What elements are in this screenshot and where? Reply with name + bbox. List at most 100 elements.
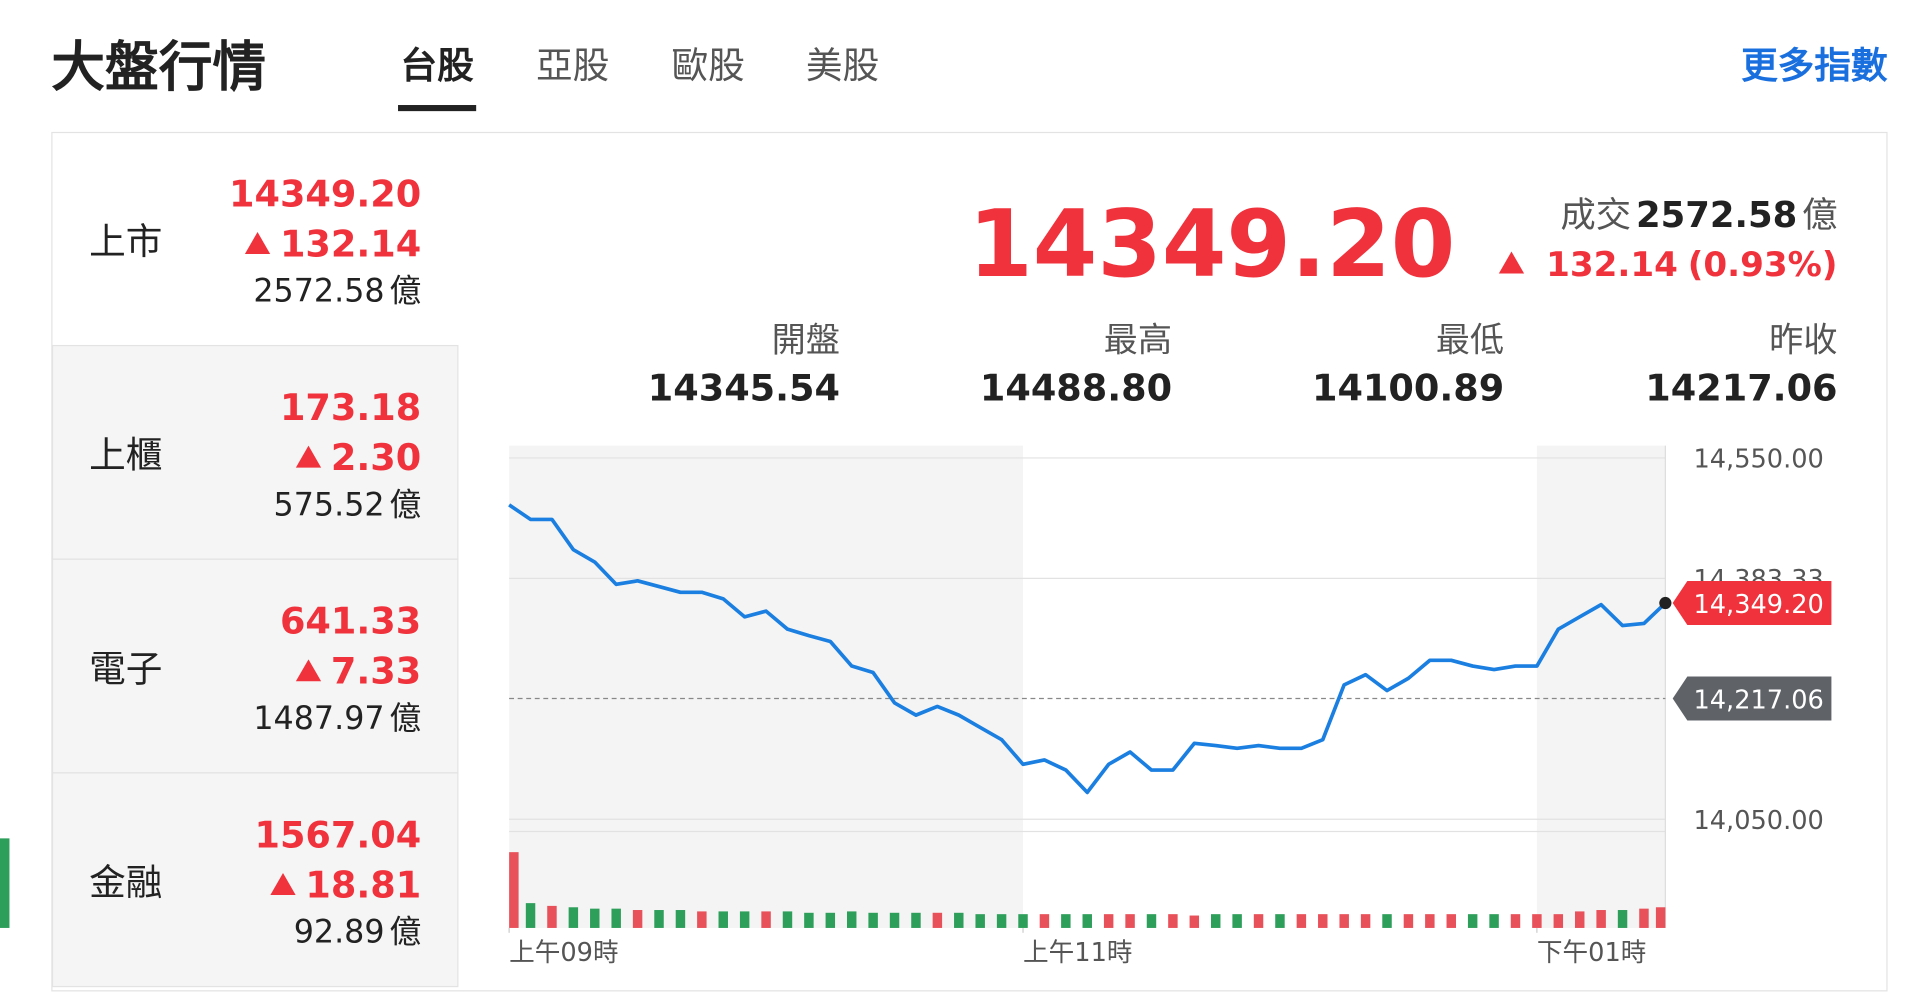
volume-bar [846, 911, 857, 928]
index-name: 上市 [89, 220, 162, 263]
index-name: 電子 [89, 647, 162, 690]
volume-bar [525, 903, 536, 928]
volume-bar [1189, 915, 1200, 928]
volume-bar [1232, 914, 1242, 928]
stat-value: 14345.54 [648, 366, 840, 409]
volume-bar [868, 912, 878, 928]
tab[interactable]: 台股 [400, 44, 474, 87]
change: 132.14 (0.93%) [1546, 245, 1837, 285]
index-item[interactable]: 金融 1567.04 18.81 92.89 億 [51, 772, 459, 988]
volume-bar [804, 912, 814, 928]
volume-bar [739, 911, 750, 928]
volume-bar [1253, 914, 1264, 928]
price-badge [1672, 581, 1832, 626]
volume-bar [782, 911, 793, 928]
price: 14349.20 [968, 190, 1455, 298]
volume-bar [1339, 914, 1349, 928]
index-volume: 92.89 億 [294, 915, 421, 951]
volume-bar [1553, 914, 1564, 928]
volume-bar [1275, 914, 1285, 928]
volume-bar [1146, 914, 1157, 928]
index-item[interactable]: 電子 641.33 7.33 1487.97 億 [51, 558, 459, 774]
change-pct: (0.93%) [1688, 245, 1838, 285]
last-point [1659, 596, 1672, 610]
volume-bar [1125, 914, 1135, 928]
volume-bar [1318, 914, 1328, 928]
turnover-unit: 億 [1802, 195, 1837, 236]
index-change: 2.30 [331, 436, 421, 479]
volume-unit: 億 [389, 487, 421, 523]
volume-bar [1617, 910, 1628, 928]
volume-bar [568, 907, 579, 928]
volume-bar [825, 912, 836, 928]
index-value: 641.33 [280, 600, 421, 643]
tab-underline [398, 105, 477, 112]
volume-bar [1082, 914, 1092, 928]
more-link[interactable]: 更多指數 [1741, 44, 1888, 87]
index-item[interactable]: 上櫃 173.18 2.30 575.52 億 [51, 344, 459, 560]
volume-bar [1425, 914, 1435, 928]
item-bg [51, 772, 459, 988]
turnover-amount: 2572.58 [1636, 195, 1797, 236]
volume-bar [1103, 914, 1114, 928]
change-amount: 132.14 [1546, 245, 1678, 285]
stat-value: 14100.89 [1312, 366, 1504, 409]
volume-bar [611, 908, 621, 928]
index-value: 173.18 [280, 386, 421, 429]
index-volume: 2572.58 億 [253, 274, 421, 310]
volume-amount: 2572.58 [253, 274, 384, 310]
volume-bar [1446, 914, 1456, 928]
volume-bar [1510, 914, 1521, 928]
y-tick-label: 14,550.00 [1693, 445, 1823, 475]
volume-bar [1655, 907, 1666, 928]
tab[interactable]: 歐股 [672, 44, 745, 87]
volume-bar [1403, 914, 1414, 928]
volume-bar [547, 905, 557, 928]
x-tick-label: 上午11時 [1023, 938, 1132, 968]
turnover-label: 成交 [1560, 195, 1631, 236]
stat-value: 14217.06 [1645, 366, 1837, 409]
turnover: 成交 2572.58 億 [1560, 195, 1837, 236]
volume-amount: 92.89 [294, 915, 385, 951]
volume-bar [1360, 914, 1371, 928]
up-arrow [295, 659, 322, 682]
up-arrow [244, 232, 271, 254]
volume-bar [1596, 910, 1606, 928]
volume-bar [975, 914, 985, 928]
volume-unit: 億 [389, 701, 421, 737]
summary: 14349.20 成交 2572.58 億 132.14 (0.93%) 開盤 14345.5… [648, 190, 1838, 410]
price-badge [1672, 676, 1832, 721]
volume-bar [932, 912, 943, 928]
volume-bar [1039, 914, 1050, 928]
volume-bar [1382, 914, 1392, 928]
index-change: 18.81 [305, 863, 421, 906]
badge-label: 14,217.06 [1693, 685, 1823, 715]
stat-label: 昨收 [1769, 321, 1837, 361]
volume-bar [1061, 914, 1071, 928]
stat-label: 開盤 [772, 321, 840, 361]
volume-bar [0, 838, 10, 928]
volume-amount: 1487.97 [253, 701, 384, 737]
volume-bar [761, 911, 771, 928]
volume-bar [654, 910, 664, 928]
index-value: 1567.04 [254, 813, 421, 856]
tab[interactable]: 亞股 [536, 44, 609, 87]
tab[interactable]: 美股 [806, 44, 879, 87]
volume-bar [718, 911, 728, 928]
index-item[interactable]: 上市 14349.20 132.14 2572.58 億 [89, 172, 421, 309]
index-change: 132.14 [280, 222, 421, 265]
session-shade [1536, 445, 1666, 928]
index-volume: 575.52 億 [274, 487, 422, 523]
volume-bar [1489, 914, 1499, 928]
volume-bar [697, 911, 707, 928]
volume-bar [996, 914, 1007, 928]
stat-value: 14488.80 [980, 366, 1172, 409]
stat-label: 最高 [1104, 321, 1172, 361]
up-arrow [270, 872, 296, 895]
y-tick-label: 14,050.00 [1693, 806, 1823, 836]
x-tick-label: 下午01時 [1537, 938, 1646, 968]
volume-amount: 575.52 [274, 487, 385, 523]
